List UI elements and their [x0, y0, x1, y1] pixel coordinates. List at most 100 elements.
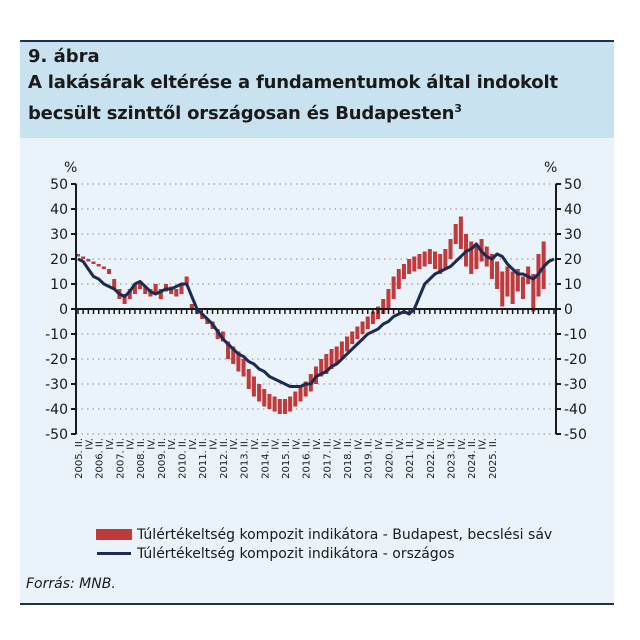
x-tick-label: IV.	[105, 438, 116, 450]
band-bar	[412, 256, 417, 272]
x-tick-label: IV.	[478, 438, 489, 450]
x-tick-label: 2022. II.	[426, 438, 437, 479]
band-bar	[495, 261, 500, 289]
band-bar	[515, 269, 520, 292]
band-bar	[432, 251, 438, 269]
band-bar	[288, 396, 293, 412]
band-bar	[96, 264, 101, 267]
band-bar	[293, 391, 298, 407]
band-bar	[153, 284, 158, 294]
band-bar	[298, 386, 303, 402]
band-bar	[520, 276, 525, 299]
band-bar	[365, 316, 370, 329]
x-tick-label: 2015. II.	[281, 438, 292, 479]
legend-swatch-line	[97, 552, 131, 555]
band-bar	[272, 396, 277, 412]
band-bar	[122, 294, 127, 304]
band-bar	[319, 359, 324, 377]
x-tick-label: 2006. II.	[95, 438, 106, 479]
band-bar	[205, 319, 210, 324]
legend-item-national: Túlértékeltség kompozit indikátora - ors…	[96, 544, 552, 563]
y-tick-label-right: 30	[564, 227, 582, 243]
band-bar	[91, 261, 96, 264]
y-tick-label-right: 10	[564, 277, 582, 293]
band-bar	[345, 336, 350, 352]
band-bar	[386, 289, 391, 309]
x-tick-label: 2008. II.	[136, 438, 147, 479]
title-band: 9. ábra A lakásárak eltérése a fundament…	[20, 42, 614, 138]
band-bar	[282, 399, 287, 414]
band-bar	[158, 289, 163, 299]
zero-axis	[76, 308, 556, 314]
y-tick-label-right: -10	[564, 327, 587, 343]
band-bar	[370, 311, 375, 324]
y-tick-label-left: -40	[45, 402, 68, 418]
band-bar	[339, 341, 344, 359]
x-tick-label: 2007. II.	[115, 438, 126, 479]
x-tick-label: 2021. II.	[405, 438, 416, 479]
band-bar	[262, 389, 267, 407]
x-tick-label: 2023. II.	[447, 438, 458, 479]
title-footnote-mark: 3	[454, 102, 462, 115]
x-tick-label: 2025. II.	[488, 438, 499, 479]
band-bar	[132, 284, 137, 294]
source-note: Forrás: MNB.	[26, 576, 116, 592]
y-tick-label-left: 40	[50, 202, 68, 218]
x-tick-label: 2017. II.	[322, 438, 333, 479]
x-tick-label: 2005. II.	[74, 438, 85, 479]
band-bar	[510, 271, 515, 304]
y-tick-labels-right: 50 40 30 20 10 0 -10 -20 -30 -40 -50	[564, 177, 587, 443]
y-tick-label-right: -50	[564, 427, 587, 443]
y-tick-label-left: 0	[59, 302, 68, 318]
band-bar	[458, 216, 463, 249]
band-bar	[443, 249, 448, 269]
legend-label-national: Túlértékeltség kompozit indikátora - ors…	[137, 545, 455, 562]
y-tick-label-right: -40	[564, 402, 587, 418]
x-tick-label: 2009. II.	[157, 438, 168, 479]
y-tick-labels-left: 50 40 30 20 10 0 -10 -20 -30 -40 -50	[45, 177, 68, 443]
band-bar	[324, 354, 329, 374]
y-tick-label-left: -30	[45, 377, 68, 393]
x-tick-label: 2020. II.	[384, 438, 395, 479]
y-tick-label-right: 50	[564, 177, 582, 193]
band-bar	[417, 254, 422, 269]
y-tick-label-left: 20	[50, 252, 68, 268]
x-tick-label: IV.	[457, 438, 468, 450]
x-tick-label: IV.	[229, 438, 240, 450]
band-bar	[531, 274, 536, 312]
band-bar	[381, 299, 386, 314]
band-bar	[350, 331, 355, 344]
x-tick-label: IV.	[250, 438, 261, 450]
x-tick-label: 2019. II.	[364, 438, 375, 479]
x-tick-label: 2011. II.	[198, 438, 209, 479]
band-bar	[469, 241, 474, 274]
band-bar	[107, 269, 112, 274]
y-tick-label-right: 0	[564, 302, 573, 318]
figure-number: 9. ábra	[28, 46, 100, 67]
x-tick-label: IV.	[84, 438, 95, 450]
band-bar	[505, 266, 510, 297]
y-tick-label-left: -20	[45, 352, 68, 368]
x-tick-label: IV.	[146, 438, 157, 450]
x-tick-labels: 2005. II. IV. 2006. II. IV. 2007. II. IV. 2008…	[74, 438, 499, 479]
y-tick-label-left: 50	[50, 177, 68, 193]
band-bar	[75, 254, 81, 257]
x-tick-label: 2013. II.	[240, 438, 251, 479]
y-tick-label-left: 30	[50, 227, 68, 243]
x-tick-label: IV.	[374, 438, 385, 450]
x-tick-label: IV.	[167, 438, 178, 450]
x-tick-label: IV.	[333, 438, 344, 450]
x-tick-label: 2016. II.	[302, 438, 313, 479]
band-bar	[453, 224, 458, 244]
band-bar	[474, 244, 479, 269]
band-bar	[81, 256, 86, 259]
figure-title: A lakásárak eltérése a fundamentumok ált…	[28, 70, 613, 127]
x-tick-label: IV.	[271, 438, 282, 450]
band-bar	[396, 269, 401, 289]
y-tick-label-left: 10	[50, 277, 68, 293]
axes	[71, 183, 561, 435]
x-tick-label: IV.	[188, 438, 199, 450]
band-bar	[138, 281, 143, 289]
band-bar	[226, 341, 231, 359]
x-tick-label: 2024. II.	[467, 438, 478, 479]
